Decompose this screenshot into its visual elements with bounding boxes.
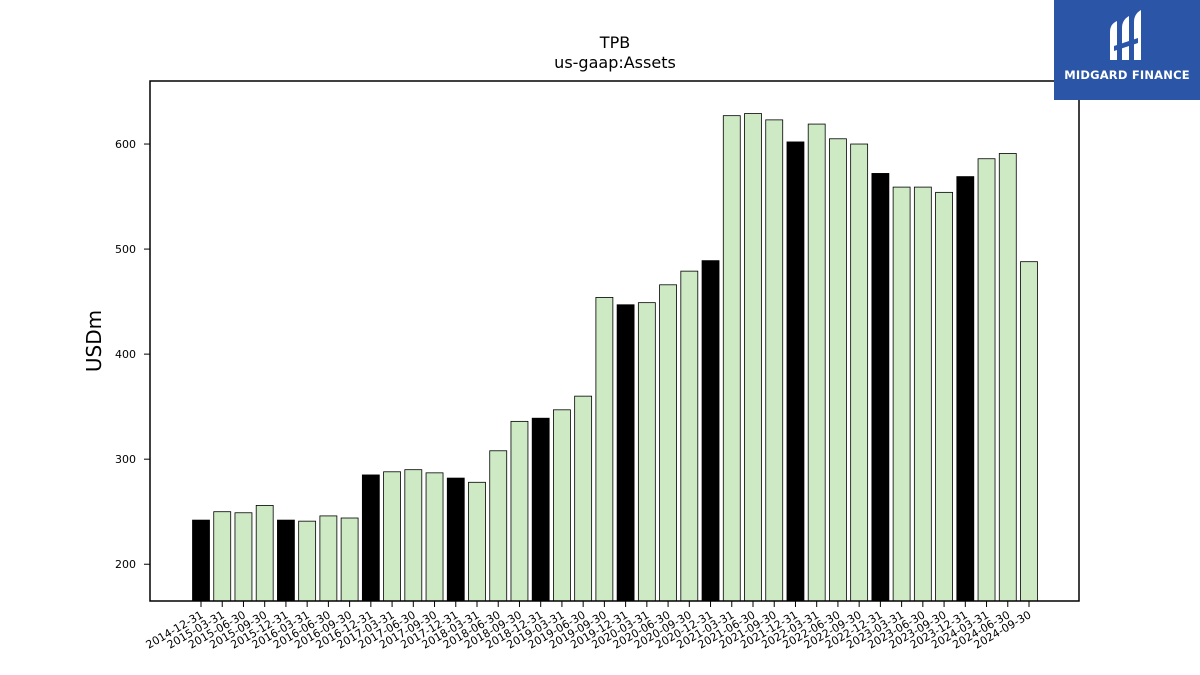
chart-subtitle: us-gaap:Assets [554,53,676,72]
bar-2024-06-30 [998,153,1017,602]
bar-2020-12-31 [701,260,720,602]
midgard-logo-icon [1110,10,1141,60]
bar-2019-09-30 [595,296,614,602]
bar-2018-09-30 [510,420,529,602]
bar-2015-03-31 [213,511,232,602]
bar-2022-09-30 [850,143,869,602]
brand-logo: MIDGARD FINANCE [1054,0,1200,100]
chart-title: TPB [599,33,630,52]
bar-2015-12-31 [277,519,295,602]
bar-2023-03-31 [892,186,911,602]
bar-2021-09-30 [765,119,784,602]
bar-2016-09-30 [340,517,359,602]
bar-2023-09-30 [935,191,953,602]
bar-2022-06-30 [829,138,847,602]
bar-2019-06-30 [574,395,593,602]
y-axis-label: USDm [82,310,106,372]
bar-2021-12-31 [786,141,805,602]
bar-2016-12-31 [361,474,380,602]
bar-2024-03-31 [977,158,996,602]
bar-2019-12-31 [616,304,635,602]
bar-2017-03-31 [383,471,401,602]
bar-2020-03-31 [637,302,656,602]
bars-group [192,113,1038,602]
plot-frame [149,80,1080,602]
y-tick-label: 300 [115,453,136,466]
bar-2021-06-30 [744,113,762,602]
bar-2017-06-30 [404,469,423,602]
bar-2017-09-30 [425,472,444,602]
bar-2022-03-31 [807,123,826,602]
y-tick-label: 600 [115,138,136,151]
bar-2023-12-31 [956,176,975,602]
y-tick-label: 400 [115,348,136,361]
y-tick-label: 500 [115,243,136,256]
x-ticks-group: 2014-12-312015-03-312015-06-302015-09-30… [144,601,1034,652]
bar-2015-06-30 [234,512,253,602]
bar-2016-06-30 [319,515,338,602]
bar-2021-03-31 [722,115,741,602]
bar-2016-03-31 [298,520,317,602]
bar-2019-03-31 [553,409,571,602]
bar-2018-03-31 [468,481,486,602]
y-tick-label: 200 [115,558,136,571]
bar-2015-09-30 [255,504,274,602]
bar-2018-12-31 [531,417,550,602]
bar-2022-12-31 [871,173,890,602]
bar-2023-06-30 [913,186,932,602]
bar-2014-12-31 [192,519,210,602]
bar-2020-06-30 [659,284,677,602]
bar-2024-09-30 [1020,261,1038,602]
bar-2018-06-30 [489,450,508,602]
y-ticks-group: 200 300 400 500 600 [115,138,150,571]
bar-2017-12-31 [446,477,465,602]
brand-name: MIDGARD FINANCE [1064,68,1190,82]
bar-2020-09-30 [680,270,699,602]
